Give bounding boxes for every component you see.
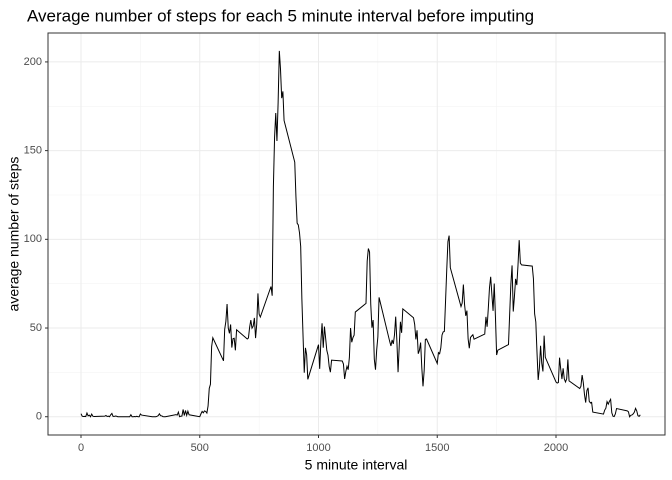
y-tick-label: 200 (24, 56, 42, 68)
y-tick-label: 150 (24, 145, 42, 157)
chart-title: Average number of steps for each 5 minut… (27, 6, 534, 25)
x-tick-label: 1000 (306, 442, 330, 454)
x-tick-label: 1500 (425, 442, 449, 454)
y-axis-label: average number of steps (6, 157, 22, 312)
y-tick-label: 0 (36, 411, 42, 423)
y-tick-label: 50 (30, 322, 42, 334)
y-tick-label: 100 (24, 233, 42, 245)
x-tick-label: 2000 (544, 442, 568, 454)
panel-border (47, 32, 666, 436)
x-tick-label: 500 (191, 442, 209, 454)
line (80, 50, 641, 418)
x-tick-label: 0 (78, 442, 84, 454)
x-axis-label: 5 minute interval (305, 457, 408, 473)
